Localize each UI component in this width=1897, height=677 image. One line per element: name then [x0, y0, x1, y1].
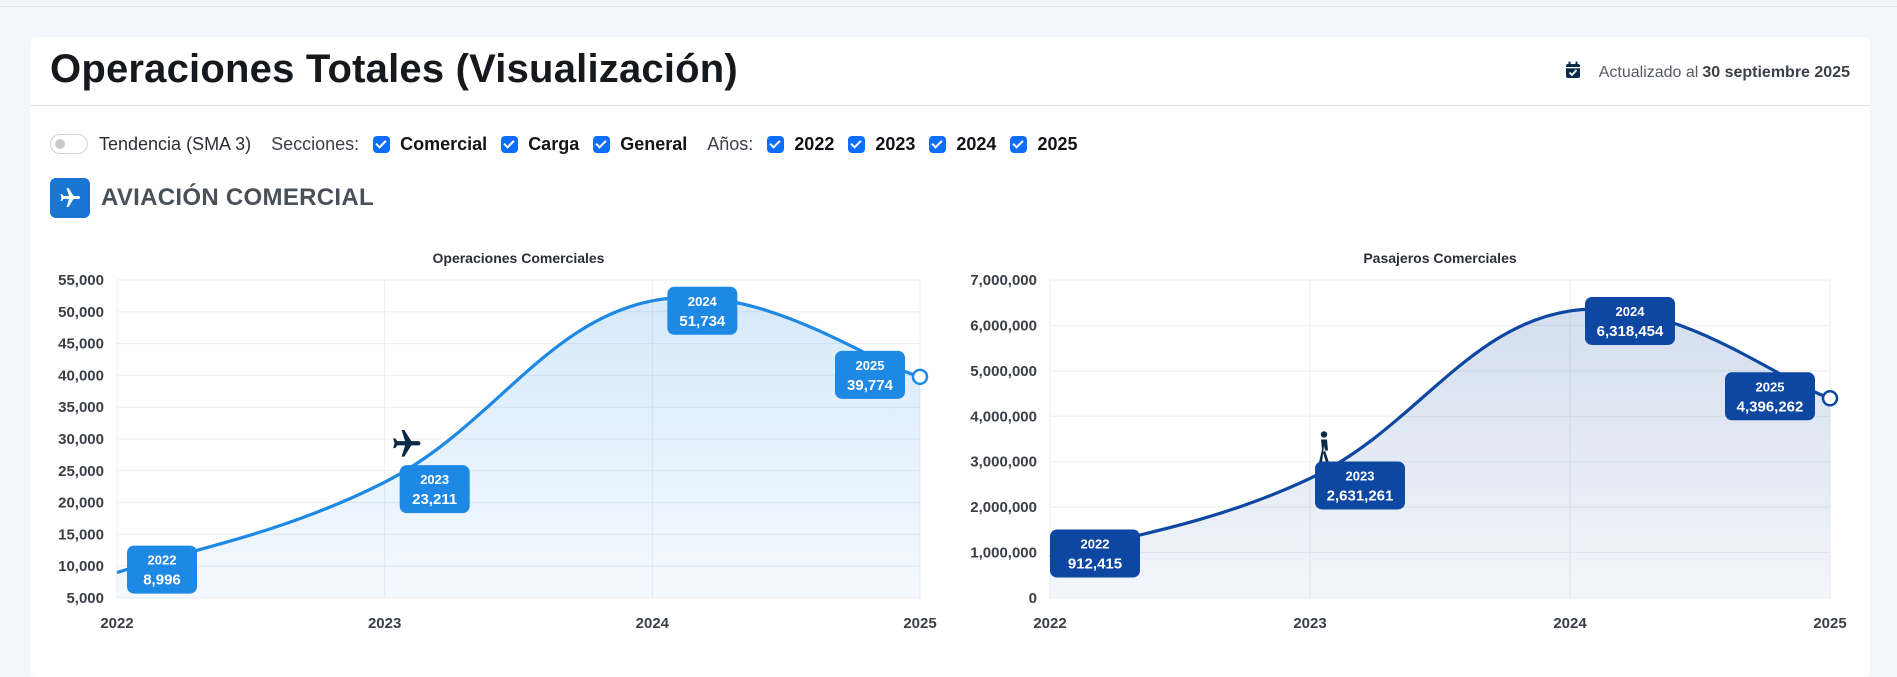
data-label-value: 912,415 — [1068, 556, 1122, 573]
y-tick-label: 45,000 — [58, 336, 104, 353]
y-tick-label: 6,000,000 — [970, 317, 1037, 334]
top-divider — [0, 6, 1897, 7]
y-tick-label: 4,000,000 — [970, 408, 1037, 425]
year-checkbox-2025[interactable]: 2025 — [1010, 134, 1077, 155]
data-label: 2025 39,774 — [835, 350, 905, 399]
checkbox-checked-icon[interactable] — [593, 135, 611, 153]
series-line — [116, 295, 921, 575]
x-tick-label: 2025 — [903, 615, 936, 632]
checkbox-checked-icon[interactable] — [767, 135, 785, 153]
data-label-value: 51,734 — [679, 313, 726, 330]
data-label-year: 2023 — [1346, 468, 1375, 483]
y-tick-label: 50,000 — [58, 304, 104, 321]
y-tick-label: 1,000,000 — [970, 545, 1037, 562]
x-tick-label: 2022 — [100, 615, 133, 632]
chart-title: Operaciones Comerciales — [433, 250, 605, 266]
x-tick-label: 2022 — [1033, 615, 1066, 632]
data-label: 2022 912,415 — [1050, 529, 1140, 578]
y-tick-label: 5,000 — [66, 590, 104, 607]
data-label: 2024 51,734 — [667, 286, 738, 335]
y-tick-label: 3,000,000 — [970, 454, 1037, 471]
x-tick-label: 2023 — [368, 615, 401, 632]
data-label-year: 2022 — [1081, 537, 1110, 552]
y-tick-label: 5,000,000 — [970, 363, 1037, 380]
updated-date: 30 septiembre 2025 — [1702, 63, 1850, 81]
y-tick-label: 0 — [1029, 590, 1037, 607]
x-tick-label: 2024 — [636, 615, 670, 632]
data-label: 2024 6,318,454 — [1585, 296, 1675, 345]
y-tick-label: 55,000 — [58, 272, 104, 289]
data-label-value: 2,631,261 — [1327, 487, 1394, 504]
data-label: 2023 2,631,261 — [1315, 461, 1405, 510]
data-label-year: 2023 — [420, 472, 449, 487]
year-checkbox-2024[interactable]: 2024 — [929, 134, 996, 155]
section-checkbox-general[interactable]: General — [593, 134, 687, 155]
data-label-year: 2025 — [1756, 379, 1785, 394]
data-label-value: 6,318,454 — [1597, 323, 1664, 340]
airplane-icon — [393, 429, 421, 457]
data-label-year: 2024 — [1616, 304, 1646, 319]
data-label-value: 4,396,262 — [1737, 398, 1804, 415]
data-label-year: 2022 — [148, 553, 177, 568]
years-label: Años: — [707, 133, 754, 154]
y-tick-label: 30,000 — [58, 431, 104, 448]
y-tick-label: 15,000 — [58, 526, 104, 543]
x-tick-label: 2025 — [1813, 615, 1846, 632]
y-tick-label: 7,000,000 — [970, 272, 1037, 289]
filters-bar: Tendencia (SMA 3) Secciones: Comercial C… — [50, 129, 1091, 159]
card-header: Operaciones Totales (Visualización) Actu… — [30, 37, 1870, 106]
year-checkbox-2023[interactable]: 2023 — [848, 134, 915, 155]
chart-operaciones: Operaciones Comerciales 5,000 10,000 15,000… — [58, 250, 937, 632]
y-tick-label: 20,000 — [58, 495, 104, 512]
y-tick-label: 40,000 — [58, 367, 104, 384]
checkbox-checked-icon[interactable] — [848, 135, 866, 153]
series-area — [117, 297, 920, 598]
last-updated: Actualizado al 30 septiembre 2025 — [1565, 61, 1850, 84]
series-end-point[interactable] — [911, 368, 929, 386]
year-checkbox-2022[interactable]: 2022 — [767, 134, 834, 155]
data-label: 2025 4,396,262 — [1725, 372, 1815, 421]
x-tick-label: 2024 — [1553, 615, 1587, 632]
sections-label: Secciones: — [271, 133, 360, 154]
section-checkbox-comercial[interactable]: Comercial — [373, 134, 487, 155]
checkbox-checked-icon[interactable] — [1010, 135, 1028, 153]
page-title: Operaciones Totales (Visualización) — [50, 47, 738, 91]
checkbox-checked-icon[interactable] — [929, 135, 947, 153]
chart-pasajeros: Pasajeros Comerciales 0 1,000,000 2,000,000… — [970, 250, 1846, 632]
section-heading: AVIACIÓN COMERCIAL — [50, 178, 374, 218]
calendar-check-icon — [1565, 61, 1581, 84]
trend-toggle-label: Tendencia (SMA 3) — [99, 133, 252, 154]
data-label: 2022 8,996 — [127, 545, 197, 594]
series-line — [1049, 307, 1831, 559]
data-label: 2023 23,211 — [399, 465, 470, 514]
section-title: AVIACIÓN COMERCIAL — [101, 184, 374, 211]
checkbox-checked-icon[interactable] — [501, 135, 519, 153]
checkbox-checked-icon[interactable] — [373, 135, 391, 153]
data-label-value: 8,996 — [143, 572, 181, 589]
airplane-icon — [50, 178, 90, 218]
y-tick-label: 2,000,000 — [970, 499, 1037, 516]
section-checkbox-carga[interactable]: Carga — [501, 134, 579, 155]
data-label-year: 2025 — [856, 358, 885, 373]
x-tick-label: 2023 — [1293, 615, 1326, 632]
chart-title: Pasajeros Comerciales — [1363, 250, 1517, 266]
walking-person-icon — [1319, 431, 1329, 463]
data-label-value: 39,774 — [847, 377, 894, 394]
y-tick-label: 25,000 — [58, 463, 104, 480]
series-area — [1050, 308, 1830, 598]
trend-toggle[interactable] — [50, 134, 88, 154]
updated-prefix: Actualizado al — [1598, 63, 1699, 81]
y-tick-label: 10,000 — [58, 558, 104, 575]
y-tick-label: 35,000 — [58, 399, 104, 416]
data-label-year: 2024 — [688, 294, 718, 309]
data-label-value: 23,211 — [412, 491, 457, 508]
series-end-point[interactable] — [1821, 390, 1839, 407]
